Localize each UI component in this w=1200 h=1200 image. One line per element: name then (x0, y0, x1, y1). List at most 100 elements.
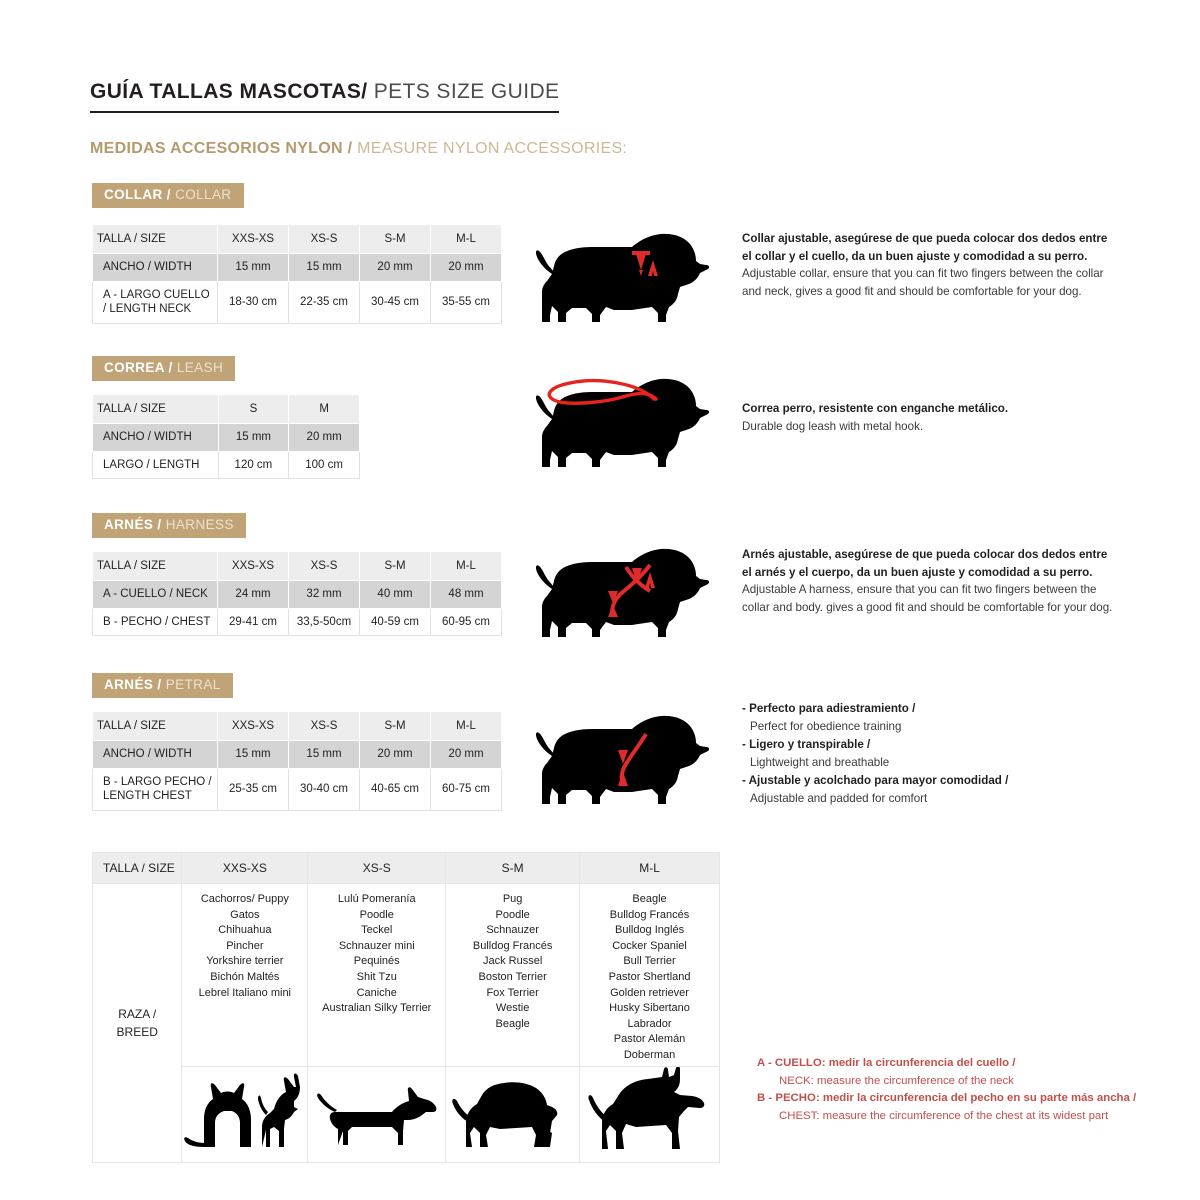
table-row: ANCHO / WIDTH 15 mm 15 mm 20 mm 20 mm (92, 740, 502, 769)
section-bar-leash-es: CORREA / (104, 360, 173, 375)
silhouette-cell-xxs-xs (181, 1065, 309, 1163)
section-bar-petral-en: PETRAL (161, 677, 221, 692)
page-title-en: PETS SIZE GUIDE (367, 80, 560, 103)
breed-list-xxs-xs: Cachorros/ Puppy Gatos Chihuahua Pincher Yor… (181, 883, 309, 1067)
breed-table-content-row: RAZA / BREED Cachorros/ Puppy Gatos Chihua… (91, 883, 720, 1163)
subtitle: MEDIDAS ACCESORIOS NYLON / MEASURE NYLON… (90, 140, 627, 158)
harness-desc-es-2: el arnés y el cuerpo, da un buen ajuste … (742, 565, 1093, 579)
measure-note-neck-en: NECK: measure the circumference of the n… (779, 1074, 1014, 1087)
cell-chest-s-m: 40-59 cm (359, 607, 431, 637)
collar-desc-en-1: Adjustable collar, ensure that you can f… (742, 267, 1104, 281)
harness-desc-en-1: Adjustable A harness, ensure that you ca… (742, 583, 1097, 597)
row-label-length: LARGO / LENGTH (92, 450, 219, 480)
breed-names-xxs-xs: Cachorros/ Puppy Gatos Chihuahua Pincher Yor… (186, 892, 303, 1001)
breed-name: Yorkshire terrier (206, 955, 284, 968)
cell-neck-xs-s: 32 mm (288, 580, 360, 609)
breed-list-s-m: Pug Poodle Schnauzer Bulldog Francés Jack Ru… (445, 883, 581, 1067)
col-header-size: TALLA / SIZE (92, 710, 218, 742)
section-bar-collar: COLLAR / COLLAR (92, 183, 244, 208)
petral-bullet-3-en: Adjustable and padded for comfort (750, 791, 928, 805)
breed-name: Bichón Maltés (210, 971, 280, 984)
breed-name: Lebrel Italiano mini (198, 986, 292, 999)
section-bar-leash-en: LEASH (172, 360, 224, 375)
cell-chest-m-l: 60-75 cm (430, 767, 502, 811)
cell-chest-xs-s: 33,5-50cm (288, 607, 360, 637)
col-header-xxs-xs: XXS-XS (217, 550, 289, 582)
dog-silhouette (535, 548, 710, 637)
col-header-size: TALLA / SIZE (92, 393, 219, 425)
breed-col-header-xxs-xs: XXS-XS (181, 852, 309, 884)
table-row: A - LARGO CUELLO / LENGTH NECK 18-30 cm … (92, 280, 502, 324)
cell-width-xs-s: 15 mm (288, 740, 360, 769)
leash-table: TALLA / SIZE S M ANCHO / WIDTH 15 mm 20 … (92, 393, 360, 480)
dog-collar-illustration (528, 218, 718, 338)
breed-name: Bulldog Inglés (614, 924, 685, 937)
breed-list-xs-s: Lulú Pomeranía Poodle Teckel Schnauzer mini… (307, 883, 447, 1067)
breed-col-header-xs-s: XS-S (307, 852, 447, 884)
petral-bullet-1-en: Perfect for obedience training (750, 719, 902, 733)
dog-leash-illustration (528, 363, 718, 483)
silhouette-cell-s-m (445, 1065, 581, 1163)
breed-name: Boston Terrier (478, 971, 547, 984)
breed-name: Beagle (632, 893, 667, 905)
breed-name: Poodle (495, 908, 530, 921)
cell-length-m: 100 cm (288, 450, 360, 480)
col-header-xxs-xs: XXS-XS (217, 710, 289, 742)
doberman-silhouette (588, 1066, 705, 1149)
cell-width-m-l: 20 mm (430, 740, 502, 769)
cell-neck-s-m: 40 mm (359, 580, 431, 609)
breed-row-label-line2: BREED (116, 1024, 158, 1039)
neck-measure-marker-a (632, 251, 658, 276)
col-header-xs-s: XS-S (288, 710, 360, 742)
col-header-s-m: S-M (359, 223, 431, 255)
table-header-row: TALLA / SIZE S M (92, 393, 360, 425)
dog-petral-illustration (528, 700, 718, 820)
breed-name: Jack Russel (482, 955, 543, 968)
collar-description: Collar ajustable, asegúrese de que pueda… (742, 230, 1122, 300)
harness-desc-es-1: Arnés ajustable, asegúrese de que pueda … (742, 548, 1108, 561)
leash-description: Correa perro, resistente con enganche me… (742, 400, 1122, 435)
cell-chest-xxs-xs: 25-35 cm (217, 767, 289, 811)
breed-name: Bulldog Francés (609, 908, 690, 921)
breed-name: Poodle (359, 908, 394, 921)
page-title-es: GUÍA TALLAS MASCOTAS/ (90, 80, 368, 103)
measure-note-chest-es: B - PECHO: medir la circunferencia del p… (757, 1092, 1137, 1105)
breed-col-header-size: TALLA / SIZE (91, 852, 183, 884)
cell-chest-s-m: 40-65 cm (359, 767, 431, 811)
harness-table: TALLA / SIZE XXS-XS XS-S S-M M-L A - CUE… (92, 550, 502, 637)
section-bar-petral: ARNÉS / PETRAL (92, 673, 233, 698)
breed-name: Pincher (226, 939, 264, 952)
table-row: B - LARGO PECHO / LENGTH CHEST 25-35 cm … (92, 767, 502, 811)
section-bar-leash: CORREA / LEASH (92, 356, 236, 381)
breed-names-m-l: Beagle Bulldog Francés Bulldog Inglés Cocke… (584, 892, 715, 1064)
breed-col-header-m-l: M-L (579, 852, 720, 884)
breed-name: Husky Sibertano (609, 1002, 690, 1015)
measure-note-neck-es: A - CUELLO: medir la circunferencia del … (757, 1057, 1016, 1069)
chest-measure-marker-b (618, 750, 628, 786)
table-header-row: TALLA / SIZE XXS-XS XS-S S-M M-L (92, 223, 502, 255)
col-header-xs-s: XS-S (288, 550, 360, 582)
chihuahua-silhouette (258, 1073, 301, 1147)
collar-table: TALLA / SIZE XXS-XS XS-S S-M M-L ANCHO /… (92, 223, 502, 324)
breed-name: Golden retriever (610, 986, 689, 999)
harness-desc-en-2: collar and body. gives a good fit and sh… (742, 600, 1113, 614)
leash-desc-es-1: Correa perro, resistente con enganche me… (742, 402, 1009, 415)
breed-name: Teckel (361, 924, 393, 937)
chest-measure-marker-b (608, 591, 618, 617)
cell-width-m-l: 20 mm (430, 253, 502, 282)
table-row: B - PECHO / CHEST 29-41 cm 33,5-50cm 40-… (92, 607, 502, 637)
table-row: ANCHO / WIDTH 15 mm 15 mm 20 mm 20 mm (92, 253, 502, 282)
breed-name: Chihuahua (218, 924, 272, 937)
breed-name: Cocker Spaniel (612, 939, 687, 952)
row-label-neck: A - CUELLO / NECK (92, 580, 218, 609)
breed-name: Fox Terrier (486, 986, 539, 999)
breed-name: Lulú Pomeranía (337, 893, 416, 905)
collar-desc-en-2: and neck, gives a good fit and should be… (742, 284, 1082, 298)
cell-chest-xs-s: 30-40 cm (288, 767, 360, 811)
row-label-width: ANCHO / WIDTH (92, 740, 218, 769)
leash-desc-en-1: Durable dog leash with metal hook. (742, 419, 924, 433)
cell-width-m: 20 mm (288, 423, 360, 452)
dachshund-silhouette (317, 1086, 437, 1145)
petral-table: TALLA / SIZE XXS-XS XS-S S-M M-L ANCHO /… (92, 710, 502, 811)
